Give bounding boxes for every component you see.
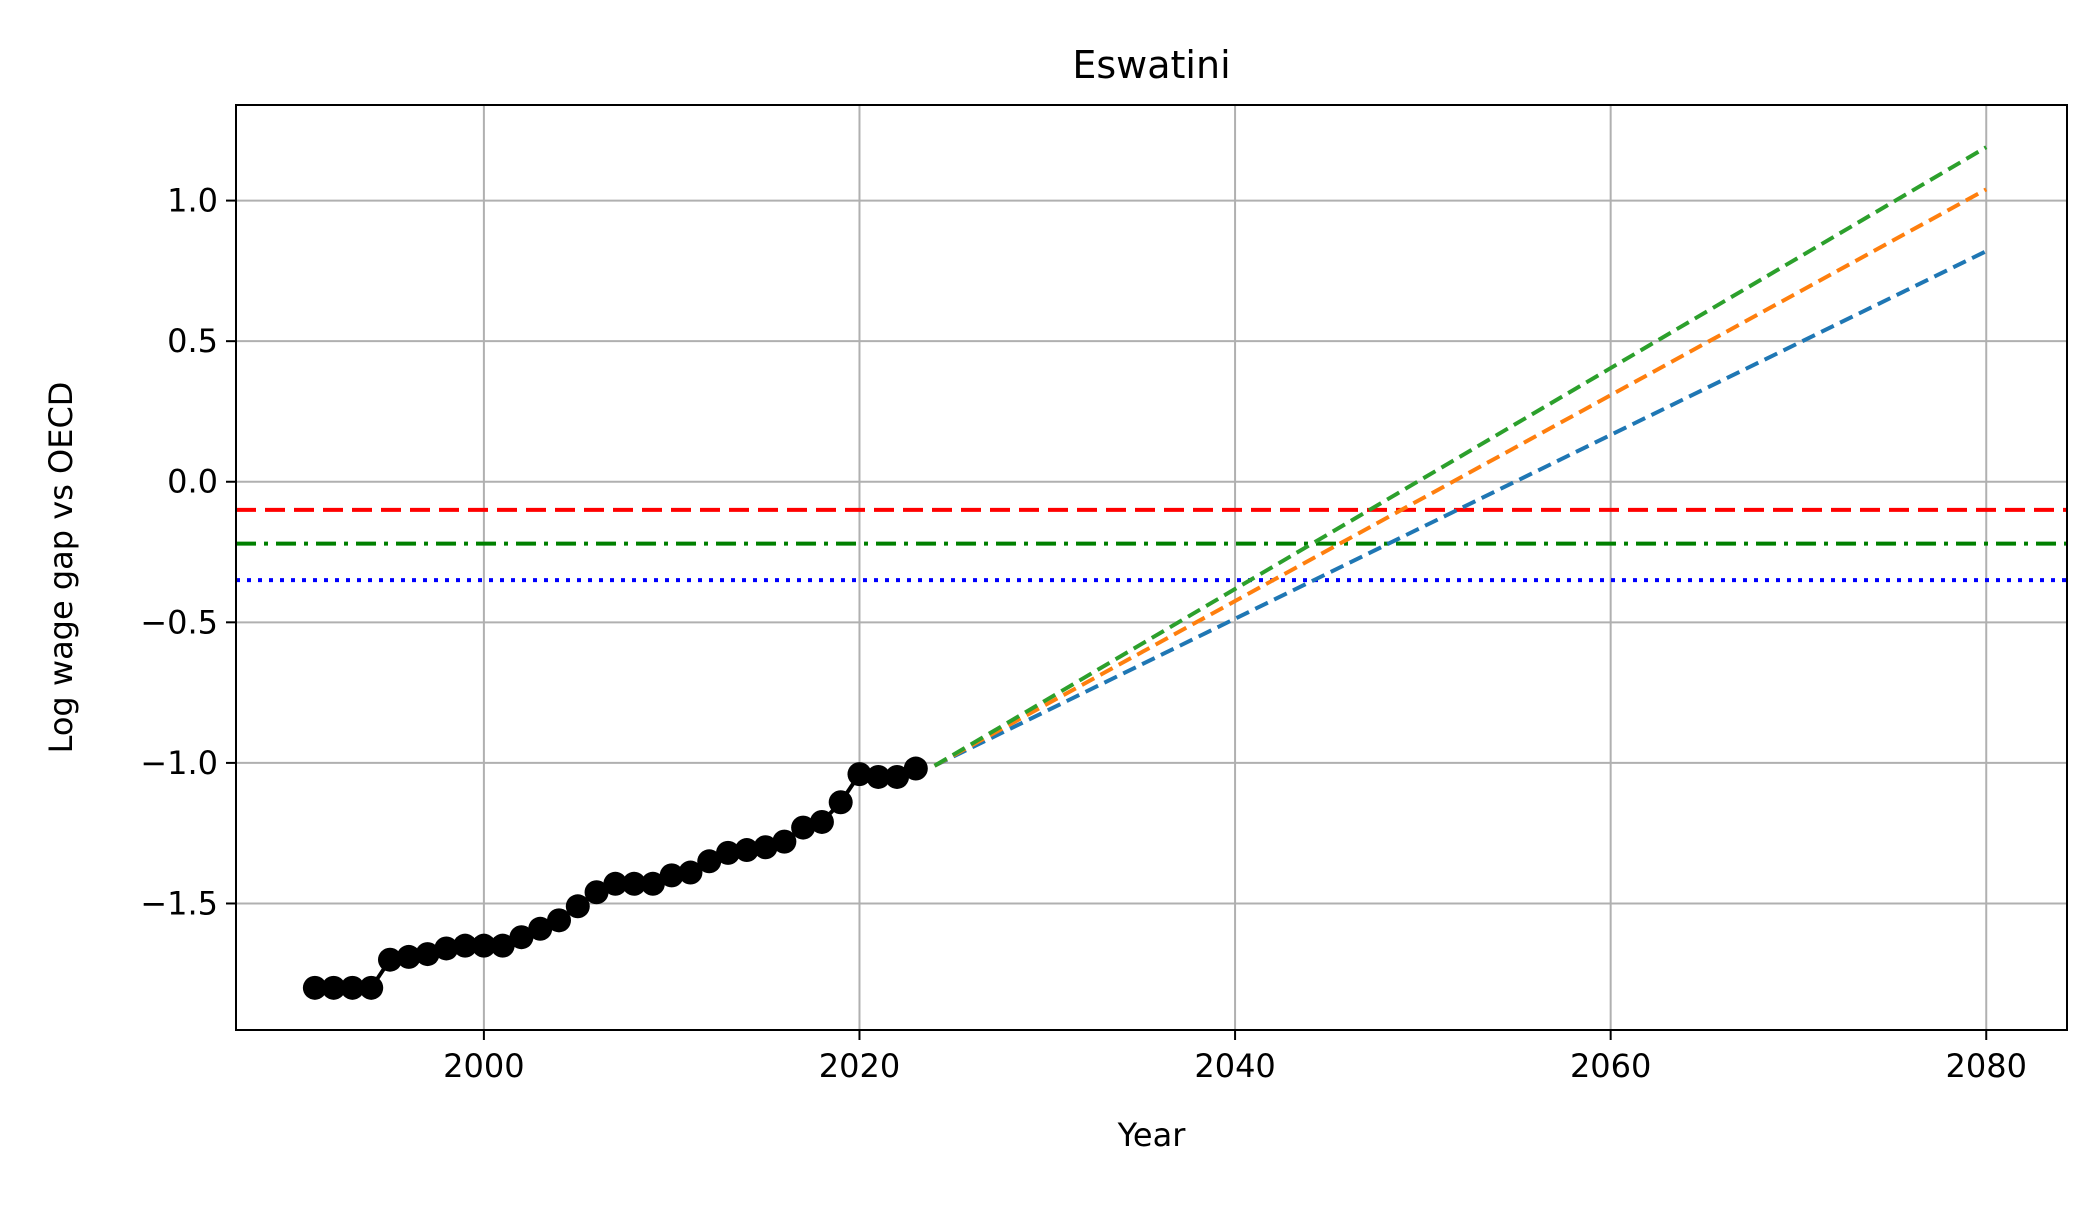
plot-frame	[235, 104, 2068, 1031]
x-axis-ticks: 2000 2020 2040 2060 2080	[443, 1030, 2027, 1085]
data-point	[434, 936, 459, 961]
projection-line	[933, 145, 1988, 768]
projection-line	[933, 249, 1988, 768]
observed-series	[302, 756, 928, 1000]
data-point	[471, 933, 496, 958]
data-point	[716, 840, 741, 865]
chart-title: Eswatini	[1072, 43, 1230, 87]
data-point	[528, 916, 553, 941]
y-tick-label: 1.0	[167, 182, 218, 220]
data-point	[866, 764, 891, 789]
x-tick-label: 2080	[1946, 1047, 2027, 1085]
data-point	[622, 871, 647, 896]
x-tick-label: 2060	[1570, 1047, 1651, 1085]
y-tick-label: 0.5	[167, 322, 218, 360]
x-tick-label: 2040	[1194, 1047, 1275, 1085]
data-point	[640, 871, 665, 896]
data-point	[302, 975, 327, 1000]
y-tick-label: −1.0	[140, 744, 218, 782]
grid-lines	[236, 105, 2067, 1030]
data-point	[321, 975, 346, 1000]
x-axis-title: Year	[1117, 1116, 1187, 1154]
y-axis-ticks: 1.0 0.5 0.0 −0.5 −1.0 −1.5	[140, 182, 236, 922]
data-point	[772, 829, 797, 854]
data-point	[453, 933, 478, 958]
data-point	[509, 925, 534, 950]
data-point	[791, 815, 816, 840]
data-point	[828, 790, 853, 815]
data-point	[396, 944, 421, 969]
x-tick-label: 2000	[443, 1047, 524, 1085]
data-point	[734, 838, 759, 863]
data-point	[903, 756, 928, 781]
data-point	[847, 762, 872, 787]
data-point	[584, 880, 609, 905]
reference-lines	[236, 507, 2067, 583]
x-tick-label: 2020	[819, 1047, 900, 1085]
data-point	[415, 942, 440, 967]
data-point	[885, 764, 910, 789]
data-point	[340, 975, 365, 1000]
data-point	[809, 809, 834, 834]
y-tick-label: −1.5	[140, 884, 218, 922]
data-point	[753, 835, 778, 860]
y-tick-label: 0.0	[167, 463, 218, 501]
data-point	[659, 863, 684, 888]
data-point	[490, 933, 515, 958]
data-point	[678, 860, 703, 885]
projection-line	[933, 187, 1988, 768]
y-tick-label: −0.5	[140, 603, 218, 641]
data-point	[603, 871, 628, 896]
projection-lines	[933, 145, 1988, 768]
y-axis-title: Log wage gap vs OECD	[42, 382, 80, 754]
data-point	[377, 947, 402, 972]
data-point	[359, 975, 384, 1000]
data-point	[565, 894, 590, 919]
data-point	[547, 908, 572, 933]
data-point	[697, 849, 722, 874]
